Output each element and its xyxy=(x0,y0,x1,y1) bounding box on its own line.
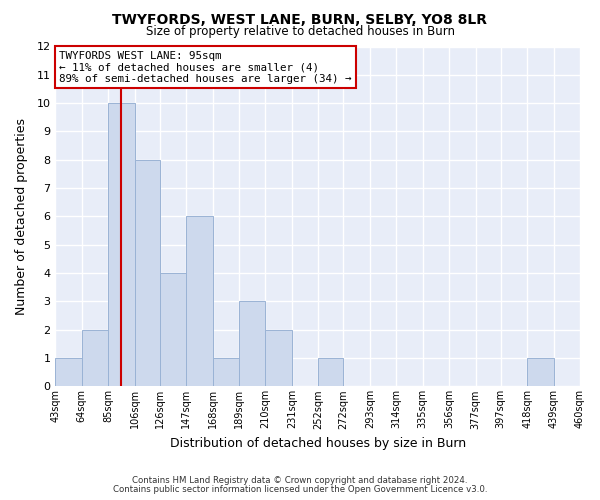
Bar xyxy=(55,358,82,386)
Bar xyxy=(527,358,554,386)
Text: TWYFORDS WEST LANE: 95sqm
← 11% of detached houses are smaller (4)
89% of semi-d: TWYFORDS WEST LANE: 95sqm ← 11% of detac… xyxy=(59,50,352,84)
Bar xyxy=(82,330,108,386)
Bar xyxy=(239,302,265,386)
Bar xyxy=(212,358,239,386)
Text: Contains public sector information licensed under the Open Government Licence v3: Contains public sector information licen… xyxy=(113,485,487,494)
Y-axis label: Number of detached properties: Number of detached properties xyxy=(15,118,28,315)
Text: TWYFORDS, WEST LANE, BURN, SELBY, YO8 8LR: TWYFORDS, WEST LANE, BURN, SELBY, YO8 8L… xyxy=(113,12,487,26)
Bar xyxy=(134,160,160,386)
Bar xyxy=(265,330,292,386)
Bar xyxy=(318,358,343,386)
Bar xyxy=(160,273,186,386)
Bar xyxy=(186,216,212,386)
Text: Contains HM Land Registry data © Crown copyright and database right 2024.: Contains HM Land Registry data © Crown c… xyxy=(132,476,468,485)
Bar xyxy=(108,103,134,387)
X-axis label: Distribution of detached houses by size in Burn: Distribution of detached houses by size … xyxy=(170,437,466,450)
Text: Size of property relative to detached houses in Burn: Size of property relative to detached ho… xyxy=(146,25,455,38)
